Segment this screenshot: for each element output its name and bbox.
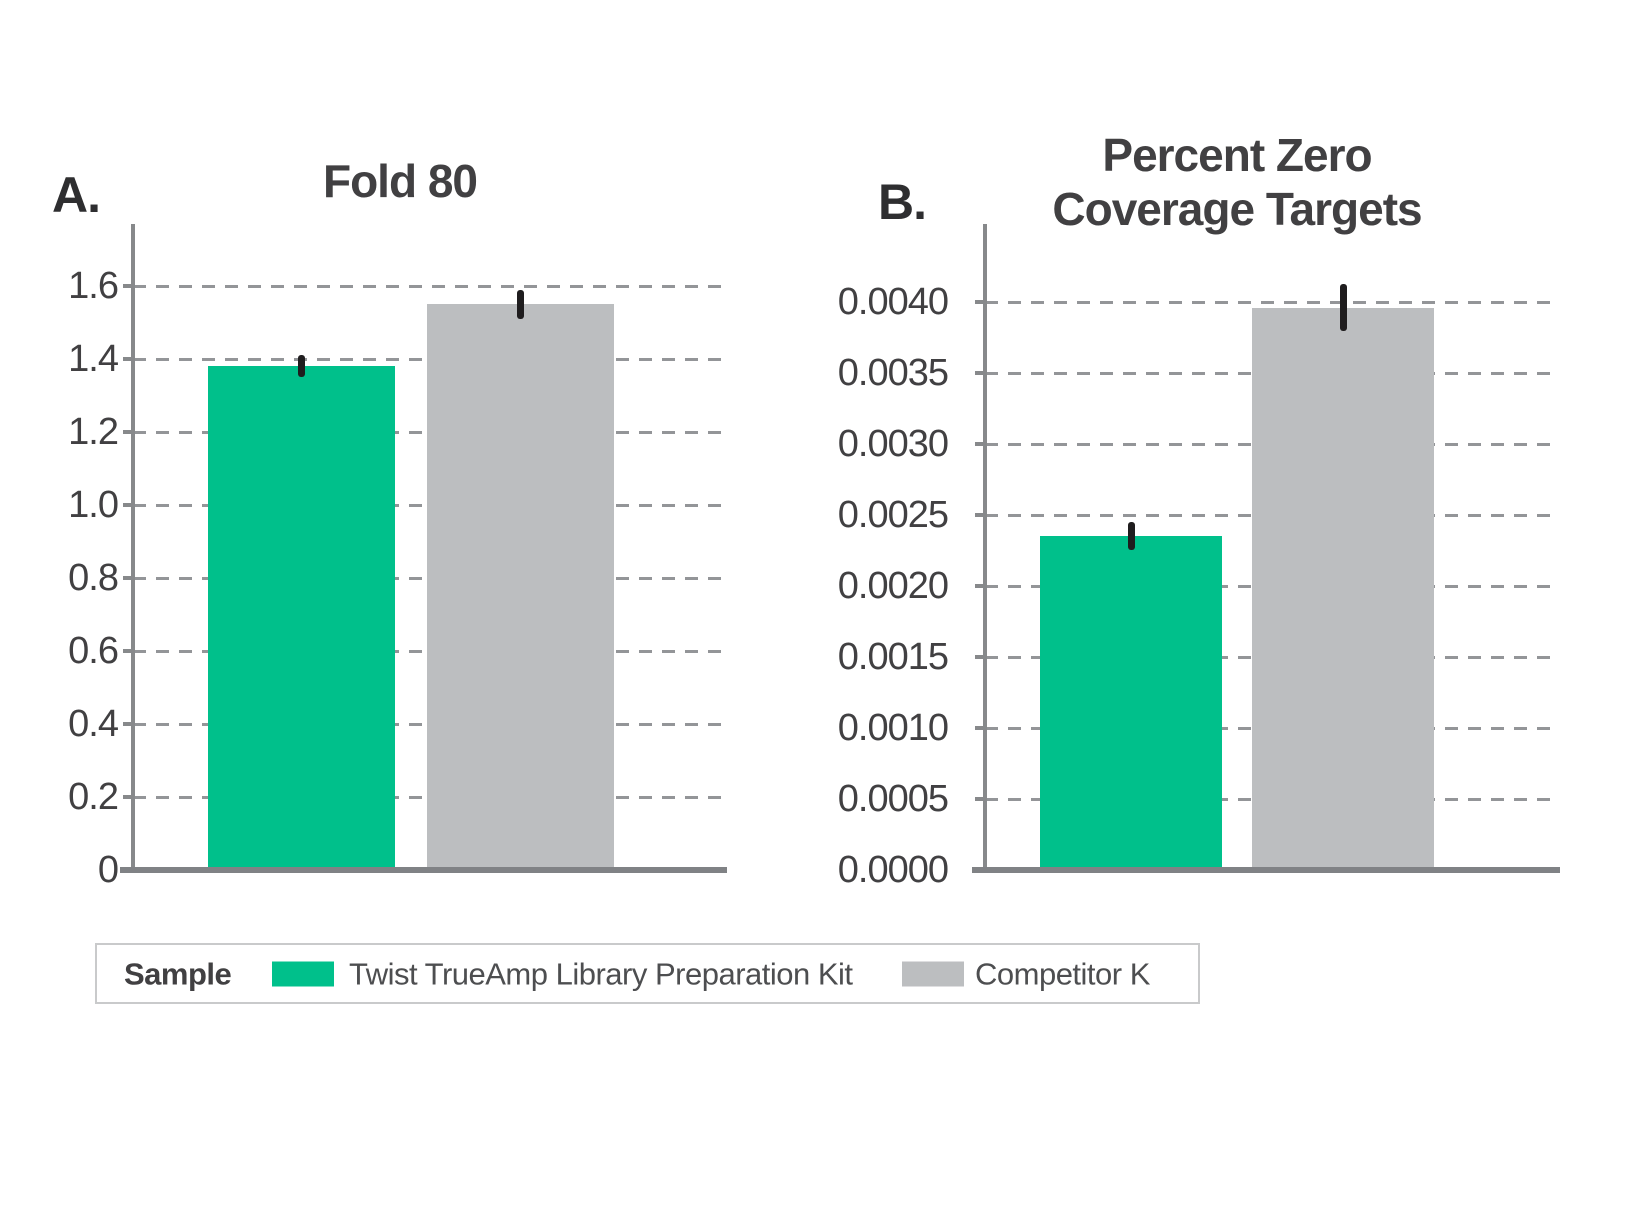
panel-b-bar-competitor [1252,307,1434,870]
panel-a-tick-label-0: 0 [97,849,119,891]
panel-b-title-line1: Percent Zero [1102,129,1372,181]
panel-a-tick-mark-0.6 [123,649,133,653]
panel-b-plot-area: 0.0040 0.0035 0.0030 0.0025 0.0020 0.0015 0.00… [838,224,1560,889]
legend-title: Sample [124,956,232,991]
legend-label-twist: Twist TrueAmp Library Preparation Kit [349,956,853,991]
panel-a-tick-mark-1.6 [123,284,133,289]
panel-b-error-bar-twist [1127,522,1135,551]
panel-a-tick-label-1.4: 1.4 [68,338,119,381]
panel-b-y-axis [983,224,987,873]
panel-a-tick-label-0.8: 0.8 [68,557,119,599]
panel-a-tick-mark-1.0 [123,503,133,507]
panel-a-tick-label-0.2: 0.2 [68,776,119,818]
panel-b-bar-twist [1040,536,1222,870]
panel-a-bar-competitor [427,304,614,870]
legend-swatch-twist [272,961,334,986]
panel-a-bar-twist [208,366,395,870]
panel-a-tick-label-0.6: 0.6 [68,630,119,672]
panel-b-tick-mark-0.0020 [975,584,985,588]
legend-swatch-competitor [902,961,964,986]
panel-b-tick-mark-0.0005 [975,797,985,801]
panel-a-gridline-1.6 [133,284,727,288]
panel-a-error-bar-competitor [517,289,524,319]
panel-a-plot-area: 1.6 1.4 1.2 1.0 0.8 0.6 0.4 0.2 0 [68,224,727,889]
panel-a-title: Fold 80 [322,155,478,207]
panel-a-y-axis [131,224,135,873]
legend-label-competitor: Competitor K [975,956,1150,991]
panel-a-x-axis [120,867,727,873]
panel-b-tick-mark-0.0015 [975,655,985,659]
panel-a-tick-mark-0.4 [123,722,133,726]
panel-a-letter: A. [52,167,101,223]
legend-box: Sample Twist TrueAmp Library Preparation… [95,943,1200,1004]
panel-b-tick-label-0.0025: 0.0025 [837,494,949,536]
panel-b-tick-label-0.0010: 0.0010 [837,707,949,749]
panel-b-tick-label-0.0005: 0.0005 [837,778,949,820]
panel-b-tick-label-0.0030: 0.0030 [837,423,949,465]
panel-b-title-line2: Coverage Targets [1052,183,1422,235]
panel-a-tick-mark-1.2 [123,430,133,434]
panel-b-tick-mark-0.0010 [975,726,985,730]
panel-a-error-bar-twist [298,355,305,378]
panel-b-tick-label-0.0040: 0.0040 [837,281,949,323]
panel-b-tick-mark-0.0025 [975,513,985,517]
panel-b-tick-mark-0.0030 [975,442,985,446]
panel-b-gridline-0.0040 [985,300,1560,304]
panel-b-letter: B. [878,174,927,230]
panel-a-tick-mark-0.2 [123,795,133,799]
panel-b-tick-label-0.0000: 0.0000 [837,849,949,891]
panel-b-tick-label-0.0020: 0.0020 [837,565,949,607]
panel-b-tick-mark-0.0035 [975,371,985,375]
panel-b-error-bar-competitor [1339,284,1347,332]
panel-a-tick-label-0.4: 0.4 [68,703,119,745]
panel-a-tick-label-1.0: 1.0 [68,484,119,526]
panel-a-tick-label-1.2: 1.2 [68,411,119,453]
panel-a-tick-mark-0.8 [123,576,133,580]
panel-b-title: Percent Zero Coverage Targets [987,128,1487,236]
panel-b-tick-label-0.0035: 0.0035 [837,352,949,394]
panel-a-tick-mark-1.4 [123,357,133,362]
panel-b-tick-mark-0.0040 [975,300,985,304]
panel-a-tick-label-1.6: 1.6 [68,265,119,308]
panel-b-tick-label-0.0015: 0.0015 [837,636,949,678]
panel-b-x-axis [972,867,1560,873]
